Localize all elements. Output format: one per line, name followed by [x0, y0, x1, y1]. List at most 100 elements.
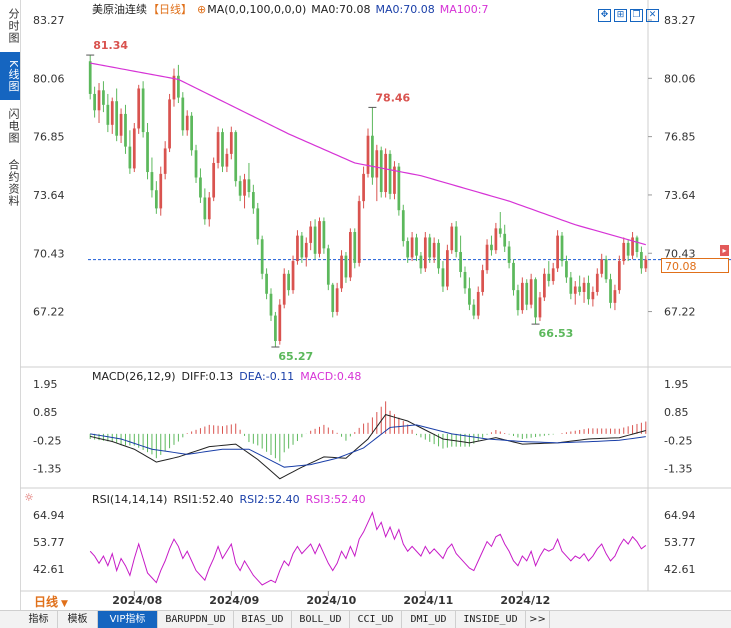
candle-body: [106, 104, 110, 125]
candle-body: [463, 271, 467, 289]
more-tabs-button[interactable]: >>: [526, 611, 550, 628]
move-icon[interactable]: ✥: [598, 9, 611, 22]
rsi-tick-right: 53.77: [664, 536, 696, 549]
candle-body: [644, 259, 648, 269]
candle-body: [573, 286, 577, 294]
macd-tick-left: -1.35: [33, 462, 61, 475]
ma100-line: [90, 62, 646, 246]
macd-tick-right: -1.35: [664, 462, 692, 475]
candle-body: [529, 279, 533, 305]
candle-body: [406, 241, 410, 258]
tab-vip-indicators[interactable]: VIP指标: [98, 611, 158, 628]
rsi-tick-right: 64.94: [664, 509, 696, 522]
candle-body: [468, 288, 471, 305]
candle-body: [503, 233, 507, 247]
candle-body: [238, 181, 242, 196]
tab-boll[interactable]: BOLL_UD: [292, 611, 350, 628]
candle-body: [212, 162, 216, 198]
close-icon[interactable]: ✕: [646, 9, 659, 22]
period-label: 日线: [34, 595, 59, 609]
sun-icon[interactable]: ☼: [24, 491, 34, 504]
candle-body: [591, 291, 595, 300]
candle-body: [635, 237, 639, 252]
candle-body: [296, 235, 299, 262]
tab-inside[interactable]: INSIDE_UD: [456, 611, 526, 628]
restore-icon[interactable]: ❐: [630, 9, 643, 22]
candle-body: [132, 128, 136, 169]
low-price-label: 66.53: [539, 327, 574, 340]
candle-body: [331, 284, 335, 312]
candle-body: [401, 210, 405, 242]
candle-body: [274, 315, 277, 342]
symbol-name: 美原油连续: [92, 3, 147, 16]
candle-body: [194, 150, 198, 178]
candle-body: [507, 246, 511, 263]
tab-intraday[interactable]: 分时图: [7, 8, 20, 44]
candle-body: [494, 228, 498, 251]
candle-body: [141, 88, 145, 133]
macd-diff: DIFF:0.13: [181, 370, 234, 383]
candle-body: [115, 101, 119, 136]
candle-body: [234, 132, 238, 182]
candle-body: [344, 255, 348, 278]
date-tick-label: 2024/08: [112, 594, 162, 607]
rsi2-value: RSI2:52.40: [239, 493, 300, 506]
candle-body: [617, 261, 621, 291]
candle-body: [459, 251, 462, 272]
candle-body: [481, 270, 485, 292]
tab-indicators[interactable]: 指标: [20, 611, 58, 628]
price-tick-left: 73.64: [33, 189, 65, 202]
rsi-line: [89, 511, 647, 586]
candle-body: [181, 97, 185, 131]
tab-templates[interactable]: 模板: [58, 611, 98, 628]
candle-body: [560, 235, 564, 262]
candle-body: [415, 237, 418, 256]
rsi1-value: RSI1:52.40: [173, 493, 234, 506]
period-selector[interactable]: 日线 ▼: [20, 594, 80, 610]
indicator-tab-bar: 指标 模板 VIP指标 BARUPDN_UD BIAS_UD BOLL_UD C…: [0, 610, 731, 628]
tab-barupdn[interactable]: BARUPDN_UD: [158, 611, 234, 628]
candle-body: [146, 132, 149, 173]
candle-body: [375, 150, 379, 178]
macd-dea-line: [90, 424, 646, 468]
macd-tick-right: 0.85: [664, 406, 689, 419]
candle-body: [626, 242, 630, 256]
tab-kline[interactable]: K线图: [0, 52, 20, 100]
tab-bias[interactable]: BIAS_UD: [234, 611, 292, 628]
low-price-label: 65.27: [278, 350, 313, 363]
candle-body: [454, 226, 458, 252]
alert-marker-icon[interactable]: ▸: [720, 245, 729, 256]
candle-body: [362, 173, 365, 202]
candle-body: [371, 135, 374, 178]
candle-body: [450, 226, 454, 251]
date-tick-label: 2024/10: [306, 594, 356, 607]
plus-circle-icon[interactable]: ⊕: [197, 3, 207, 16]
candle-body: [172, 75, 176, 100]
candle-body: [340, 255, 343, 289]
zoom-in-icon[interactable]: ⊞: [614, 9, 627, 22]
date-tick-label: 2024/12: [500, 594, 550, 607]
candle-body: [595, 273, 599, 292]
kline-chart[interactable]: 83.27 83.27 80.06 80.06 76.85 76.85 73.64 73.64…: [0, 0, 731, 610]
price-tick-right: 73.64: [664, 189, 696, 202]
tab-cci[interactable]: CCI_UD: [350, 611, 402, 628]
chart-toolbar: ✥ ⊞ ❐ ✕: [598, 2, 662, 22]
tab-flash[interactable]: 闪电图: [7, 108, 20, 144]
rsi-tick-left: 42.61: [33, 563, 65, 576]
candle-body: [102, 90, 105, 105]
price-tick-right: 67.22: [664, 306, 696, 319]
candle-body: [516, 290, 520, 311]
candle-body: [538, 297, 542, 318]
tab-dmi[interactable]: DMI_UD: [402, 611, 456, 628]
candle-body: [88, 61, 92, 94]
candle-body: [124, 113, 127, 147]
tab-contract-info[interactable]: 合约资料: [7, 159, 20, 207]
candle-body: [587, 282, 590, 300]
candle-body: [476, 291, 480, 316]
rsi-label: RSI(14,14,14): [92, 493, 168, 506]
candle-body: [110, 101, 114, 125]
candle-body: [348, 232, 352, 278]
candle-body: [428, 237, 432, 258]
candle-body: [640, 251, 643, 269]
candle-body: [388, 153, 392, 194]
